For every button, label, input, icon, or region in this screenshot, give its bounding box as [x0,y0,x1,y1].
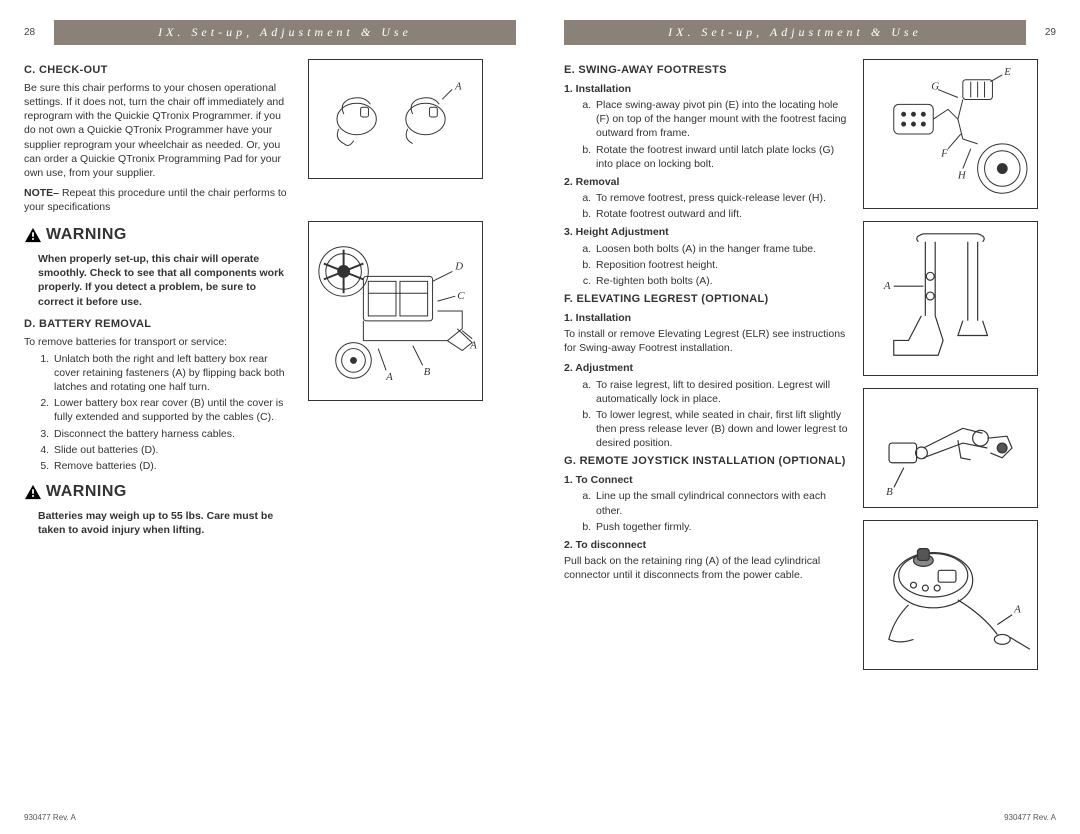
list-item: Place swing-away pivot pin (E) into the … [594,98,849,141]
figure-joystick: A [863,520,1038,670]
warning-2: WARNING [24,481,294,503]
list-item: To raise legrest, lift to desired positi… [594,378,849,406]
fig-label: C [457,290,465,302]
figure-column-right: E G F H [863,59,1048,807]
page-number: 29 [1036,27,1056,38]
e-install-steps: Place swing-away pivot pin (E) into the … [594,98,849,171]
e-removal-steps: To remove footrest, press quick-release … [594,191,849,221]
page-left: 28 IX. Set-up, Adjustment & Use C. CHECK… [0,0,540,834]
fig-label: H [957,169,967,181]
section-g-title: G. REMOTE JOYSTICK INSTALLATION (OPTIONA… [564,454,849,469]
g-disconnect-body: Pull back on the retaining ring (A) of t… [564,554,849,582]
list-item: To remove footrest, press quick-release … [594,191,849,205]
section-d-intro: To remove batteries for transport or ser… [24,335,294,349]
page-header-right: IX. Set-up, Adjustment & Use 29 [564,20,1056,45]
f-install-head: 1. Installation [564,311,849,325]
figure-wheelchair: D C A B A [308,221,483,401]
fig-label: A [883,280,891,292]
footer-left: 930477 Rev. A [24,807,516,822]
list-item: Loosen both bolts (A) in the hanger fram… [594,242,849,256]
fig-label: B [886,486,893,498]
text-column-right: E. SWING-AWAY FOOTRESTS 1. Installation … [564,59,849,807]
section-f-title: F. ELEVATING LEGREST (OPTIONAL) [564,292,849,307]
fig-label: A [454,81,462,93]
list-item: Unlatch both the right and left battery … [52,352,294,395]
list-item: Re-tighten both bolts (A). [594,274,849,288]
fig-label: F [940,148,948,160]
g-disconnect-head: 2. To disconnect [564,538,849,552]
e-height-steps: Loosen both bolts (A) in the hanger fram… [594,242,849,289]
list-item: Disconnect the battery harness cables. [52,427,294,441]
fig-label: G [931,81,939,93]
list-item: Line up the small cylindrical connectors… [594,489,849,517]
list-item: Slide out batteries (D). [52,443,294,457]
list-item: Reposition footrest height. [594,258,849,272]
section-c-body: Be sure this chair performs to your chos… [24,81,294,180]
figure-latch: A [308,59,483,179]
fig-label: A [385,371,393,383]
e-height-head: 3. Height Adjustment [564,225,849,239]
section-c-title: C. CHECK-OUT [24,63,294,78]
e-install-head: 1. Installation [564,82,849,96]
f-adjust-head: 2. Adjustment [564,361,849,375]
figure-footrest: E G F H [863,59,1038,209]
f-install-body: To install or remove Elevating Legrest (… [564,327,849,355]
list-item: To lower legrest, while seated in chair,… [594,408,849,451]
warning-1: WARNING [24,224,294,246]
section-d-steps: Unlatch both the right and left battery … [52,352,294,473]
content-right: E. SWING-AWAY FOOTRESTS 1. Installation … [564,59,1056,807]
fig-label: A [1013,604,1021,616]
warning-label: WARNING [46,481,127,503]
warning-icon [24,227,42,243]
fig-label: E [1003,66,1011,78]
note-body: Repeat this procedure until the chair pe… [24,187,287,213]
list-item: Push together firmly. [594,520,849,534]
page-number: 28 [24,27,44,38]
figure-legrest: B [863,388,1038,508]
f-adjust-steps: To raise legrest, lift to desired positi… [594,378,849,451]
footer-right: 930477 Rev. A [564,807,1056,822]
page-header-left: 28 IX. Set-up, Adjustment & Use [24,20,516,45]
text-column-left: C. CHECK-OUT Be sure this chair performs… [24,59,294,807]
e-removal-head: 2. Removal [564,175,849,189]
g-connect-head: 1. To Connect [564,473,849,487]
section-d-title: D. BATTERY REMOVAL [24,317,294,332]
figure-column-left: A [308,59,493,807]
section-e-title: E. SWING-AWAY FOOTRESTS [564,63,849,78]
fig-label: B [424,366,431,378]
list-item: Lower battery box rear cover (B) until t… [52,396,294,424]
list-item: Rotate footrest outward and lift. [594,207,849,221]
warning-icon [24,484,42,500]
fig-label: D [454,260,463,272]
warning-label: WARNING [46,224,127,246]
content-left: C. CHECK-OUT Be sure this chair performs… [24,59,516,807]
header-bar: IX. Set-up, Adjustment & Use [54,20,516,45]
list-item: Rotate the footrest inward until latch p… [594,143,849,171]
warning-1-body: When properly set-up, this chair will op… [38,252,294,309]
page-right: IX. Set-up, Adjustment & Use 29 E. SWING… [540,0,1080,834]
figure-height-adjust: A [863,221,1038,376]
header-bar: IX. Set-up, Adjustment & Use [564,20,1026,45]
warning-2-body: Batteries may weigh up to 55 lbs. Care m… [38,509,294,537]
fig-label: A [469,340,477,352]
section-c-note: NOTE– Repeat this procedure until the ch… [24,186,294,214]
g-connect-steps: Line up the small cylindrical connectors… [594,489,849,534]
note-label: NOTE– [24,187,59,199]
list-item: Remove batteries (D). [52,459,294,473]
